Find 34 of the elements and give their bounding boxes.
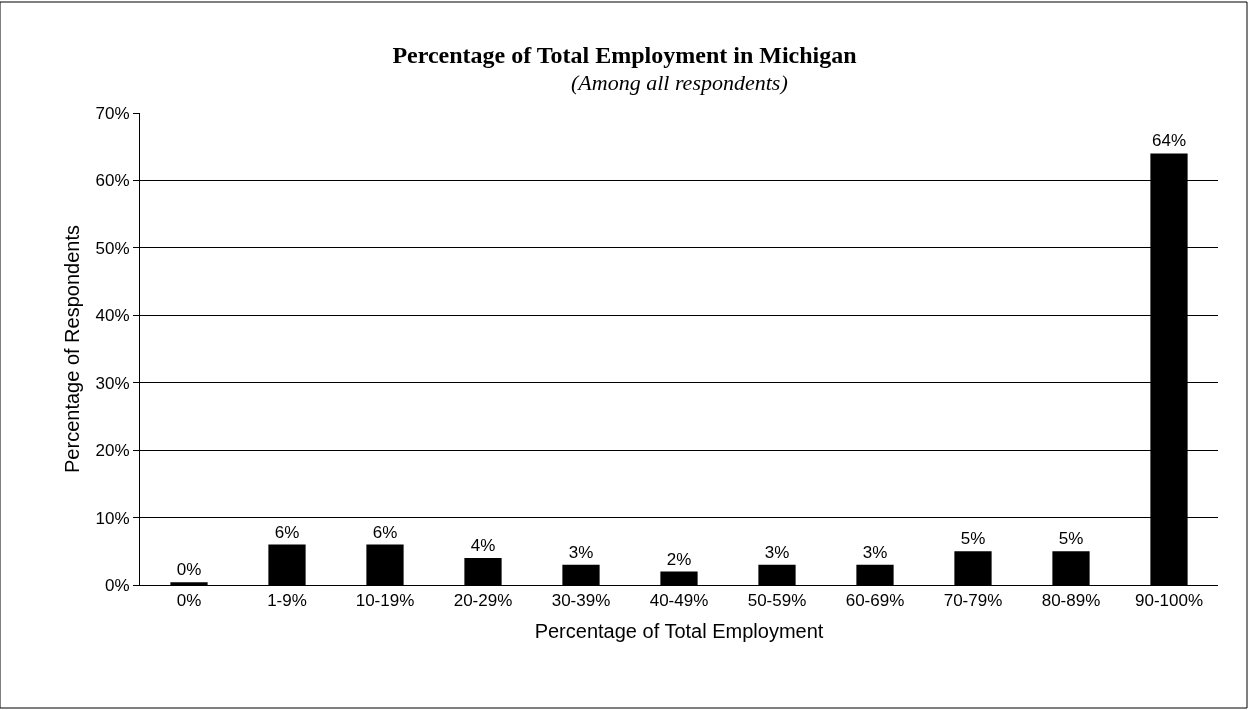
chart-title: Percentage of Total Employment in Michigan xyxy=(392,42,857,69)
y-tick-label: 10% xyxy=(95,508,130,528)
data-label: 0% xyxy=(176,560,202,580)
data-label: 5% xyxy=(1058,529,1084,549)
x-tick-label: 90-100% xyxy=(1134,591,1204,611)
data-label: 5% xyxy=(960,529,986,549)
y-tick-label: 60% xyxy=(95,171,130,191)
y-axis-title: Percentage of Respondents xyxy=(61,225,84,473)
x-tick-label: 1-9% xyxy=(267,591,307,611)
data-label: 2% xyxy=(666,549,692,569)
y-tick-label: 40% xyxy=(95,306,130,326)
y-tick-label: 50% xyxy=(95,238,130,258)
x-tick-label: 50-59% xyxy=(747,591,807,611)
y-tick-label: 20% xyxy=(95,441,130,461)
x-tick-label: 0% xyxy=(176,591,202,611)
x-tick-label: 40-49% xyxy=(649,591,709,611)
data-label: 4% xyxy=(470,536,496,556)
x-tick-label: 20-29% xyxy=(453,591,513,611)
x-tick-label: 10-19% xyxy=(355,591,415,611)
data-label: 3% xyxy=(568,542,594,562)
data-label: 6% xyxy=(372,522,398,542)
x-tick-label: 70-79% xyxy=(943,591,1003,611)
data-label: 3% xyxy=(764,542,790,562)
data-label: 64% xyxy=(1151,131,1187,151)
y-tick-label: 30% xyxy=(95,373,130,393)
data-label: 3% xyxy=(862,542,888,562)
x-tick-label: 60-69% xyxy=(845,591,905,611)
chart-subtitle: (Among all respondents) xyxy=(571,70,788,95)
y-tick-label: 70% xyxy=(95,103,130,123)
y-tick-label: 0% xyxy=(105,575,130,595)
x-tick-label: 80-89% xyxy=(1041,591,1101,611)
x-axis-title: Percentage of Total Employment xyxy=(534,619,824,642)
x-tick-label: 30-39% xyxy=(551,591,611,611)
data-label: 6% xyxy=(274,522,300,542)
